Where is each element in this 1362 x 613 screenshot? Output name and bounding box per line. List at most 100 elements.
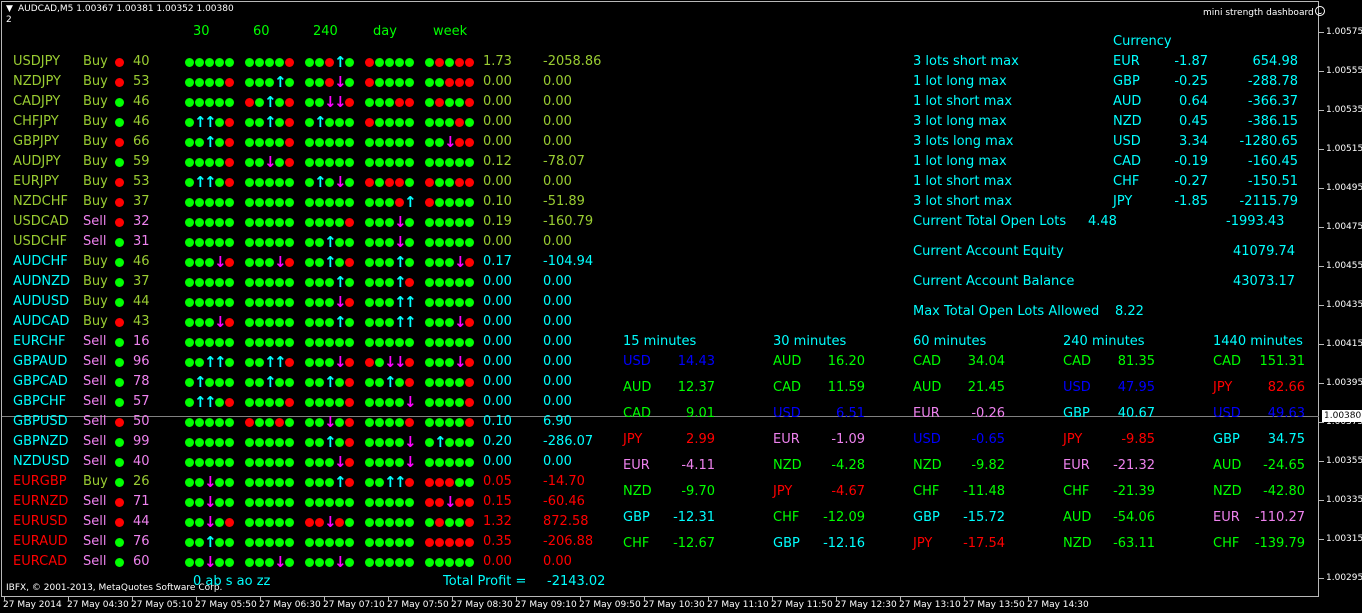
trend-dot-up: [195, 558, 204, 567]
trend-dot-up: [205, 218, 214, 227]
down-arrow-icon: ↓: [204, 473, 217, 491]
trend-dot-up: [265, 198, 274, 207]
trend-dot-down: [465, 78, 474, 87]
pair-symbol: EURUSD: [13, 514, 68, 529]
trend-dot-up: [385, 198, 394, 207]
trend-dot-up: [395, 458, 404, 467]
trend-dot-up: [195, 278, 204, 287]
pair-symbol: AUDCHF: [13, 254, 68, 269]
pair-symbol: AUDNZD: [13, 274, 71, 289]
trend-dot-up: [425, 118, 434, 127]
trend-dot-up: [445, 518, 454, 527]
pair-score: 66: [133, 134, 150, 149]
strength-value: -9.70: [681, 484, 715, 499]
trend-dot-down: [365, 118, 374, 127]
trend-dot-up: [285, 538, 294, 547]
trend-dot-down: [285, 258, 294, 267]
strength-value: -17.54: [963, 536, 1005, 551]
trend-dot-down: [365, 358, 374, 367]
total-profit-value: -2143.02: [547, 574, 606, 589]
trend-dot-up: [445, 278, 454, 287]
signal-dot: [115, 498, 124, 507]
trend-dot-up: [255, 558, 264, 567]
trend-dot-down: [345, 438, 354, 447]
pair-score: 44: [133, 514, 150, 529]
trend-dot-up: [455, 98, 464, 107]
trend-dot-up: [255, 278, 264, 287]
price-label: 1.00515: [1326, 144, 1362, 154]
trend-dot-up: [375, 538, 384, 547]
chart-menu-icon[interactable]: ▼: [6, 4, 13, 14]
strength-value: -4.11: [681, 458, 715, 473]
trend-dot-down: [345, 218, 354, 227]
pair-score: 46: [133, 114, 150, 129]
trend-dot-up: [265, 478, 274, 487]
strength-currency: AUD: [1063, 510, 1092, 525]
indicator-name: mini strength dashboard: [1203, 6, 1325, 19]
trend-dot-up: [385, 418, 394, 427]
trend-dot-up: [265, 458, 274, 467]
trend-dot-up: [285, 278, 294, 287]
trend-dot-down: [305, 518, 314, 527]
trend-dot-up: [445, 198, 454, 207]
time-label: 27 May 04:30: [67, 600, 129, 610]
lot-limit-line: 3 lot short max: [913, 194, 1013, 209]
bid-price-label: 1.00380: [1322, 410, 1362, 422]
trend-dot-up: [435, 78, 444, 87]
trend-dot-down: [465, 98, 474, 107]
trend-dot-up: [185, 98, 194, 107]
trend-dot-down: [345, 258, 354, 267]
trend-dot-up: [345, 518, 354, 527]
price-label: 1.00375: [1326, 417, 1362, 427]
trend-dot-up: [305, 318, 314, 327]
down-arrow-icon: ↓: [454, 313, 467, 331]
pair-lots: 0.17: [483, 254, 512, 269]
currency-name: GBP: [1113, 74, 1140, 89]
trend-dot-up: [465, 298, 474, 307]
price-tick: [1319, 32, 1324, 33]
up-arrow-icon: ↑: [394, 473, 407, 491]
trend-dot-up: [305, 218, 314, 227]
down-arrow-icon: ↓: [274, 553, 287, 571]
trend-dot-down: [365, 58, 374, 67]
pair-symbol: USDCAD: [13, 214, 69, 229]
trend-dot-up: [185, 78, 194, 87]
trend-dot-up: [325, 118, 334, 127]
pair-symbol: AUDUSD: [13, 294, 70, 309]
trend-dot-up: [385, 78, 394, 87]
trend-dot-up: [245, 258, 254, 267]
time-label: 27 May 08:30: [451, 600, 513, 610]
down-arrow-icon: ↓: [334, 353, 347, 371]
signal-dot: [115, 378, 124, 387]
trend-dot-up: [195, 318, 204, 327]
trend-dot-up: [315, 98, 324, 107]
chart-window[interactable]: [1, 1, 1319, 597]
strength-currency: GBP: [913, 510, 940, 525]
trend-dot-up: [345, 238, 354, 247]
trend-dot-up: [365, 158, 374, 167]
up-arrow-icon: ↑: [384, 373, 397, 391]
trend-dot-up: [205, 298, 214, 307]
trend-dot-up: [205, 238, 214, 247]
trend-dot-up: [325, 478, 334, 487]
up-arrow-icon: ↑: [324, 433, 337, 451]
trend-dot-up: [445, 98, 454, 107]
price-tick: [1319, 149, 1324, 150]
pair-score: 31: [133, 234, 150, 249]
pair-symbol: GBPUSD: [13, 414, 68, 429]
signal-dot: [115, 198, 124, 207]
trend-dot-up: [275, 218, 284, 227]
trend-dot-up: [375, 178, 384, 187]
trend-dot-up: [365, 298, 374, 307]
time-tick: [132, 597, 133, 601]
balance-value: 43073.17: [1233, 274, 1296, 289]
trend-dot-up: [315, 418, 324, 427]
down-arrow-icon: ↓: [214, 313, 227, 331]
price-axis[interactable]: [1320, 0, 1362, 598]
trend-dot-up: [405, 158, 414, 167]
pair-signal: Buy: [83, 274, 108, 289]
trend-dot-down: [345, 398, 354, 407]
pair-signal: Buy: [83, 94, 108, 109]
trend-dot-up: [275, 278, 284, 287]
trend-dot-down: [405, 358, 414, 367]
